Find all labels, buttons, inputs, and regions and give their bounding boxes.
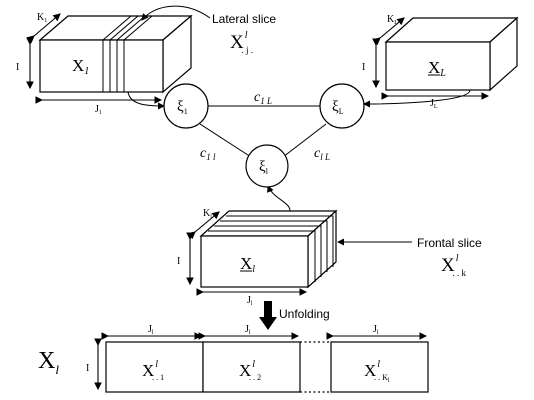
svg-text:ξ1: ξ1 [177,99,188,116]
unfolded-dim-i: I [86,363,89,374]
cube-x1-dim-j: J1 [95,104,102,116]
cube-xl-dim-j: JL [430,98,438,110]
unfolded-block-1-width: Jl [148,324,154,336]
unfolded-matrix [105,341,429,393]
cube-xl-center-front-face [200,235,309,288]
unfolding-arrow [259,301,277,330]
cube-xl-label: XL [428,58,446,79]
frontal-slice-symbol: Xl. . k [441,253,467,278]
unfolding-label: Unfolding [279,307,330,321]
lateral-slice-symbol: Xl. j . [230,30,253,55]
unfolded-block-2-symbol: Xl. . 2 [239,359,261,382]
cube-xl-dim-i: I [362,62,365,73]
edge-c1l [199,123,252,158]
arrow-xl-to-xil [267,185,291,214]
cube-xl-center-dims [186,211,308,296]
cube-xl-dim-k: KL [387,14,398,26]
cube-xl-center [199,209,338,289]
svg-text:ξl: ξl [259,159,269,176]
svg-text:ξL: ξL [332,99,344,116]
node-xi-L: ξL [319,83,365,129]
unfolded-dims [94,332,428,391]
frontal-slice-lines [208,215,334,282]
unfolded-ellipsis [300,341,331,393]
cube-x1-front-face [39,39,164,93]
edge-label-c1L: c1 L [254,90,272,106]
cube-xl-center-label: Xl [240,254,255,275]
cube-xl-dims [372,17,490,100]
unfolded-block-k-width: Jl [373,324,379,336]
arrow-xL-to-xiL [363,89,471,108]
cube-x1-label: X1 [72,56,89,77]
unfolded-block-k-symbol: Xl. . Kl [364,359,390,384]
cube-xl-top [384,16,519,92]
cube-x1-dim-k: K1 [37,12,47,24]
unfolded-block-k [330,341,429,393]
cube-xl-front-face [385,41,491,91]
cube-x1-dim-i: I [16,62,19,73]
unfolded-matrix-label: Xl [38,348,59,377]
cube-xl-center-dim-i: I [177,256,180,267]
lateral-slice-pointer [141,5,211,21]
edge-clL [282,123,327,158]
unfolded-block-2 [202,341,301,393]
unfolded-block-2-width: Jl [245,324,251,336]
arrow-x1-to-xi1 [127,91,165,110]
cube-xl-center-dim-j: Jl [247,295,253,307]
edge-label-c1l: c1 l [200,146,216,162]
lateral-slice-title: Lateral slice [212,12,276,26]
cube-xl-center-dim-k: Kl [203,208,212,220]
cube-x1 [38,14,193,94]
unfolded-block-1-symbol: Xl. . 1 [142,359,164,382]
edge-label-clL: cl L [314,146,330,162]
graph-edges [199,105,327,158]
unfolded-block-1 [105,341,204,393]
node-xi-1: ξ1 [163,83,209,129]
cube-x1-dims [26,13,163,104]
node-xi-l: ξl [245,144,289,188]
frontal-slice-title: Frontal slice [417,236,482,250]
